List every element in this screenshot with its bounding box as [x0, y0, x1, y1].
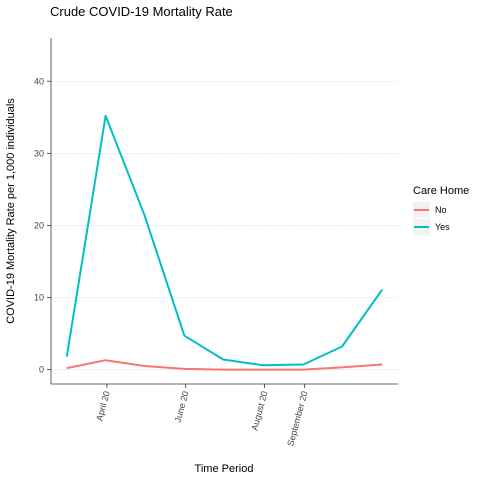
legend-item-label: Yes: [435, 222, 450, 232]
x-tick-label: June 20: [173, 390, 191, 424]
x-axis-label: Time Period: [195, 463, 254, 475]
x-axis: April 20 June 20 August 20 September 20: [94, 384, 310, 447]
y-axis-label: COVID-19 Mortality Rate per 1,000 indivi…: [5, 98, 17, 324]
gridlines: [51, 80, 398, 370]
x-tick-label: September 20: [285, 390, 309, 447]
x-tick-label: August 20: [249, 390, 269, 432]
legend-title: Care Home: [413, 185, 469, 197]
x-tick-label: April 20: [94, 390, 112, 422]
y-tick-label: 40: [34, 76, 44, 86]
series-line-yes: [65, 114, 384, 367]
chart-title: Crude COVID-19 Mortality Rate: [50, 4, 233, 19]
legend: Care Home No Yes: [413, 185, 469, 235]
legend-item-label: No: [435, 205, 447, 215]
y-tick-label: 0: [39, 365, 44, 375]
y-tick-label: 20: [34, 220, 44, 230]
y-tick-label: 10: [34, 293, 44, 303]
y-tick-label: 30: [34, 148, 44, 158]
series-lines: [65, 114, 384, 371]
series-line-no: [66, 359, 383, 371]
y-axis: 0 10 20 30 40: [34, 76, 51, 375]
